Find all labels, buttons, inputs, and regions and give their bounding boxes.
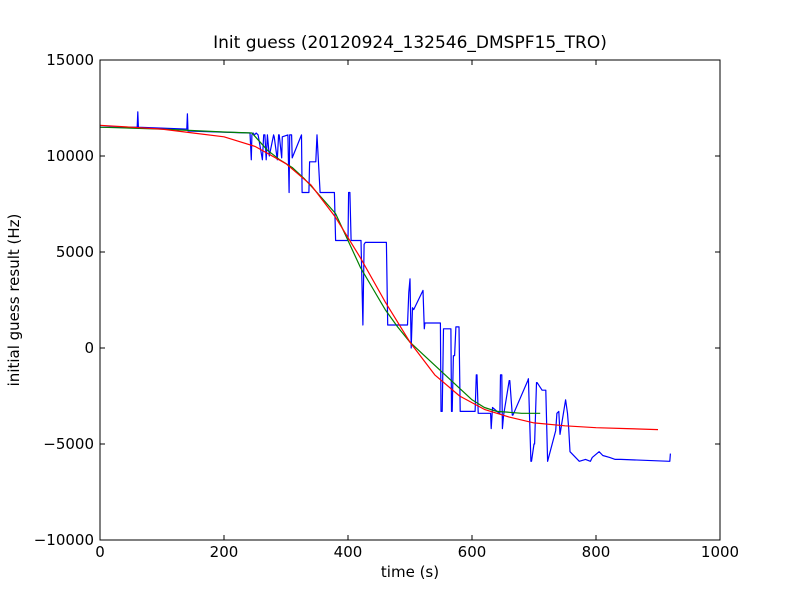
y-tick-label: 15000 [46,51,94,69]
series-line-1 [100,111,671,462]
ticks-layer: 0 200 400 600 800 1000 −10000 −5000 0 5000 10000 15… [34,51,739,561]
chart-title: Init guess (20120924_132546_DMSPF15_TRO) [213,33,607,53]
y-tick-label: 10000 [46,147,94,165]
y-tick-label: 0 [84,339,94,357]
plot-frame [99,59,721,541]
y-axis-label: initial guess result (Hz) [5,214,23,387]
x-tick-label: 600 [458,543,487,561]
x-tick-label: 800 [582,543,611,561]
series-line-2 [99,126,541,414]
series-layer [99,111,671,462]
series-line-3 [99,124,659,431]
x-tick-label: 1000 [701,543,739,561]
y-tick-label: −10000 [34,531,94,549]
x-axis-label: time (s) [381,563,439,581]
x-tick-label: 400 [334,543,363,561]
y-tick-label: −5000 [43,435,94,453]
y-tick-label: 5000 [56,243,94,261]
x-tick-label: 0 [95,543,105,561]
x-tick-label: 200 [210,543,239,561]
